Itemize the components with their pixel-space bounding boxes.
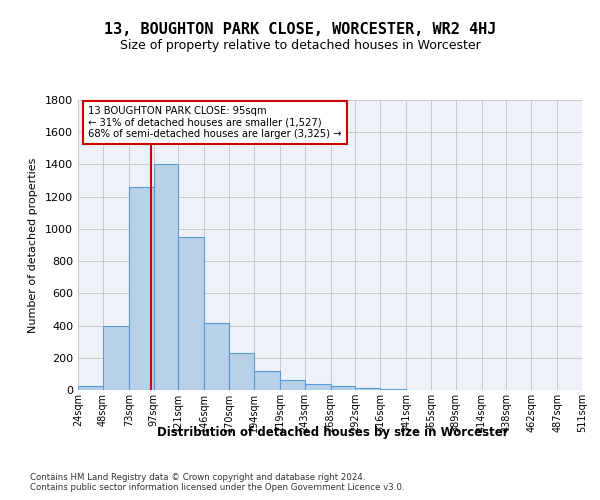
Text: Contains public sector information licensed under the Open Government Licence v3: Contains public sector information licen… <box>30 484 404 492</box>
Text: 13, BOUGHTON PARK CLOSE, WORCESTER, WR2 4HJ: 13, BOUGHTON PARK CLOSE, WORCESTER, WR2 … <box>104 22 496 38</box>
Bar <box>129 187 154 390</box>
Bar <box>380 389 406 390</box>
Text: 13 BOUGHTON PARK CLOSE: 95sqm
← 31% of detached houses are smaller (1,527)
68% o: 13 BOUGHTON PARK CLOSE: 95sqm ← 31% of d… <box>88 106 341 139</box>
Text: Distribution of detached houses by size in Worcester: Distribution of detached houses by size … <box>157 426 509 439</box>
Bar <box>305 384 331 390</box>
Text: Contains HM Land Registry data © Crown copyright and database right 2024.: Contains HM Land Registry data © Crown c… <box>30 472 365 482</box>
Bar <box>103 326 129 390</box>
Bar <box>78 386 103 390</box>
Bar <box>204 323 229 390</box>
Bar <box>229 353 254 390</box>
Y-axis label: Number of detached properties: Number of detached properties <box>28 158 38 332</box>
Bar <box>154 164 178 390</box>
Bar <box>178 237 204 390</box>
Bar <box>355 388 380 390</box>
Bar <box>331 386 355 390</box>
Text: Size of property relative to detached houses in Worcester: Size of property relative to detached ho… <box>119 39 481 52</box>
Bar <box>280 380 305 390</box>
Bar <box>254 372 280 390</box>
